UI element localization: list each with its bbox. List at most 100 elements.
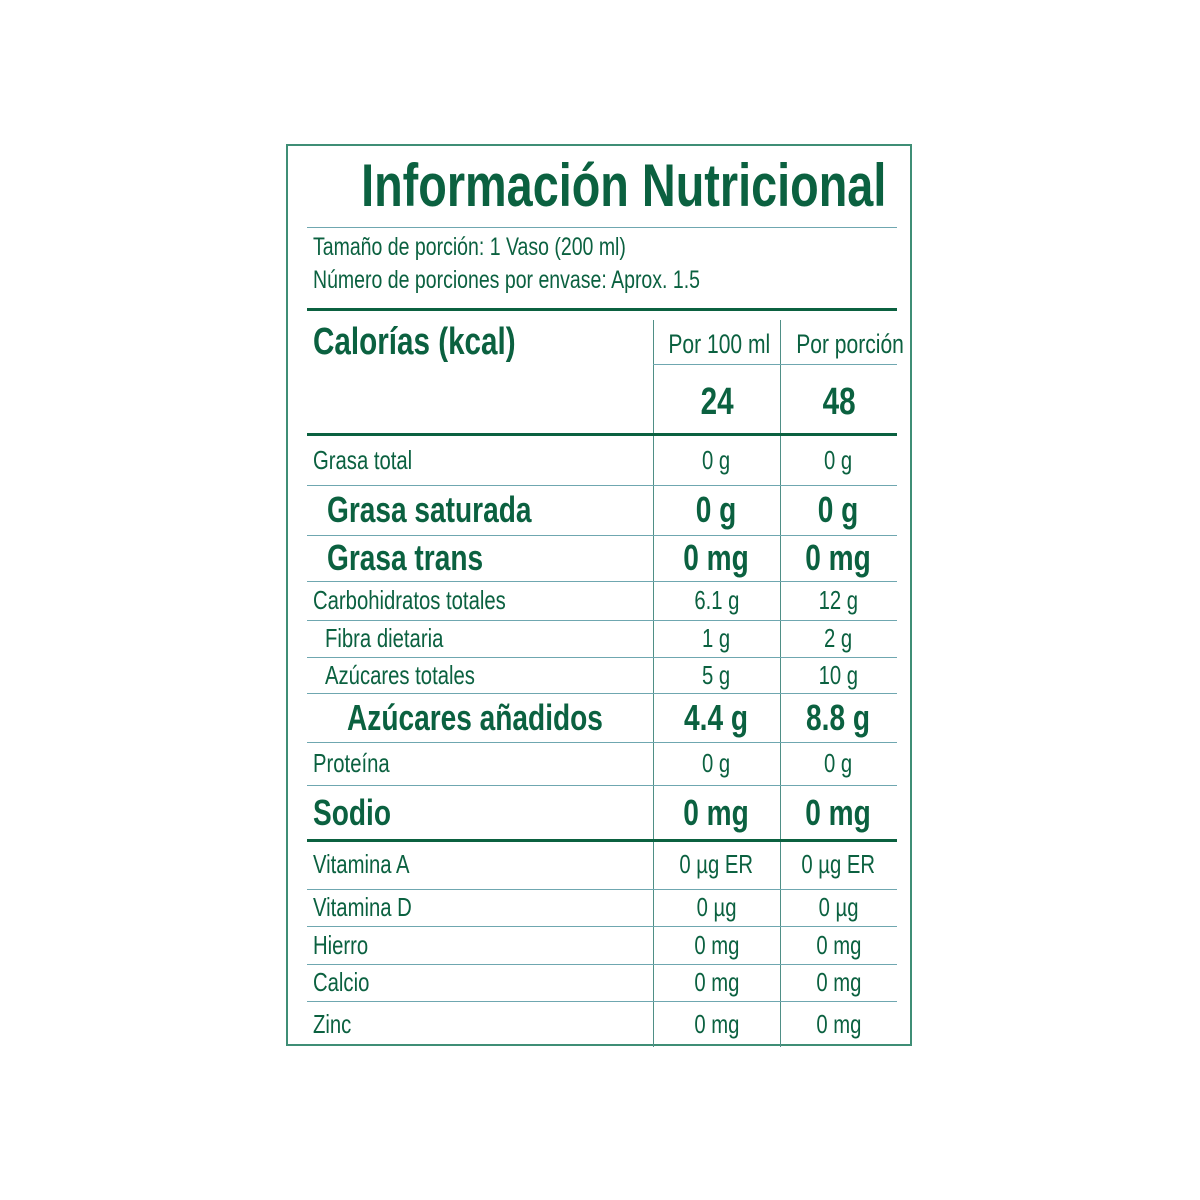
nutrient-label-text: Zinc: [313, 1008, 352, 1039]
nutrient-label: Carbohidratos totales: [313, 581, 560, 620]
nutrient-label-text: Azúcares totales: [325, 659, 475, 690]
divider-thick: [307, 433, 897, 436]
value-per-100-text: 0 g: [702, 445, 731, 475]
label-title: Información Nutricional: [287, 150, 913, 222]
value-per-portion-text: 0 mg: [815, 1008, 862, 1039]
value-per-100: 0 mg: [653, 1001, 780, 1047]
value-per-100: 5 g: [653, 657, 780, 693]
nutrient-label-text: Grasa saturada: [327, 489, 532, 530]
value-per-portion: 0 g: [780, 436, 897, 485]
nutrient-row: Proteína 0 g 0 g: [307, 742, 897, 785]
column-divider: [653, 320, 654, 1047]
nutrient-label: Grasa saturada: [327, 485, 589, 535]
value-per-portion: 0 µg ER: [780, 840, 897, 889]
value-per-100: 0 g: [653, 742, 780, 785]
value-per-portion-text: 0 mg: [815, 929, 862, 960]
value-per-portion: 10 g: [780, 657, 897, 693]
value-per-portion: 0 µg: [780, 889, 897, 926]
nutrient-row: Grasa saturada 0 g 0 g: [307, 485, 897, 535]
value-per-100-text: 6.1 g: [693, 585, 740, 615]
nutrient-row: Zinc 0 mg 0 mg: [307, 1001, 897, 1047]
value-per-100-text: 0 mg: [683, 791, 750, 833]
value-per-portion: 8.8 g: [780, 693, 897, 742]
col2-header-text: Por porción: [796, 329, 904, 359]
nutrient-label: Fibra dietaria: [325, 620, 477, 657]
value-per-portion: 0 mg: [780, 1001, 897, 1047]
value-per-100: 0 µg ER: [653, 840, 780, 889]
value-per-portion-text: 2 g: [824, 623, 853, 653]
value-per-100: 0 g: [653, 485, 780, 535]
servings-text: Número de porciones por envase: Aprox. 1…: [313, 266, 700, 294]
divider: [307, 535, 897, 536]
nutrient-row: Sodio 0 mg 0 mg: [307, 785, 897, 840]
value-per-portion: 0 g: [780, 485, 897, 535]
value-per-100: 6.1 g: [653, 581, 780, 620]
value-per-portion: 0 mg: [780, 964, 897, 1001]
nutrient-label: Vitamina D: [313, 889, 440, 926]
nutrient-label-text: Proteína: [313, 748, 390, 778]
value-per-100: 0 g: [653, 436, 780, 485]
calories-per-portion: 48: [781, 380, 897, 424]
value-per-100-text: 0 mg: [693, 929, 740, 960]
divider: [307, 227, 897, 228]
nutrient-label-text: Vitamina D: [313, 892, 412, 922]
divider: [307, 581, 897, 582]
nutrient-label-text: Azúcares añadidos: [347, 696, 603, 738]
value-per-portion: 0 mg: [780, 535, 897, 581]
divider: [307, 693, 897, 694]
value-per-100-text: 0 µg: [696, 892, 737, 922]
nutrient-row: Carbohidratos totales 6.1 g 12 g: [307, 581, 897, 620]
nutrient-row: Vitamina D 0 µg 0 µg: [307, 889, 897, 926]
value-per-portion-text: 10 g: [818, 659, 859, 690]
col-header-per-100: Por 100 ml: [654, 328, 780, 360]
nutrient-row: Hierro 0 mg 0 mg: [307, 926, 897, 964]
value-per-portion: 0 g: [780, 742, 897, 785]
nutrient-label-text: Hierro: [313, 929, 369, 960]
servings-per-container: Número de porciones por envase: Aprox. 1…: [313, 265, 809, 295]
value-per-portion-text: 0 µg: [818, 892, 859, 922]
value-per-100-text: 0 g: [702, 748, 731, 778]
nutrient-label: Grasa total: [313, 436, 440, 485]
serving-size: Tamaño de porción: 1 Vaso (200 ml): [313, 232, 714, 262]
divider: [307, 742, 897, 743]
nutrient-label-text: Grasa total: [313, 445, 413, 475]
nutrient-row: Azúcares totales 5 g 10 g: [307, 657, 897, 693]
value-per-100: 0 mg: [653, 926, 780, 964]
divider: [307, 657, 897, 658]
value-per-100-text: 0 mg: [693, 1008, 740, 1039]
value-per-100-text: 0 g: [696, 489, 737, 530]
value-per-portion-text: 12 g: [818, 585, 859, 615]
nutrient-row: Fibra dietaria 1 g 2 g: [307, 620, 897, 657]
value-per-portion: 0 mg: [780, 785, 897, 840]
value-per-100: 0 mg: [653, 535, 780, 581]
nutrient-row: Vitamina A 0 µg ER 0 µg ER: [307, 840, 897, 889]
calories-per-100: 24: [654, 380, 780, 424]
nutrient-label: Hierro: [313, 926, 384, 964]
divider: [307, 926, 897, 927]
nutrient-row: Grasa trans 0 mg 0 mg: [307, 535, 897, 581]
divider-thick: [307, 308, 897, 311]
nutrient-label: Sodio: [313, 785, 413, 840]
value-per-100: 1 g: [653, 620, 780, 657]
col1-header-text: Por 100 ml: [668, 329, 771, 359]
value-per-100-text: 4.4 g: [684, 696, 749, 738]
value-per-portion: 12 g: [780, 581, 897, 620]
divider: [307, 889, 897, 890]
nutrient-label-text: Vitamina A: [313, 849, 410, 879]
value-per-portion-text: 0 mg: [805, 537, 872, 578]
value-per-100-text: 0 mg: [683, 537, 750, 578]
nutrient-row: Azúcares añadidos 4.4 g 8.8 g: [307, 693, 897, 742]
divider: [307, 785, 897, 786]
value-per-100-text: 5 g: [702, 659, 731, 690]
value-per-portion-text: 8.8 g: [806, 696, 871, 738]
value-per-100: 4.4 g: [653, 693, 780, 742]
value-per-portion-text: 0 g: [824, 748, 853, 778]
column-divider: [780, 320, 781, 1047]
value-per-portion-text: 0 mg: [805, 791, 872, 833]
nutrition-label-frame: [286, 144, 912, 1046]
nutrient-label: Vitamina A: [313, 840, 437, 889]
value-per-portion-text: 0 mg: [815, 967, 862, 997]
calories-label-text: Calorías (kcal): [313, 321, 516, 363]
value-per-100: 0 mg: [653, 785, 780, 840]
nutrient-label: Proteína: [313, 742, 411, 785]
